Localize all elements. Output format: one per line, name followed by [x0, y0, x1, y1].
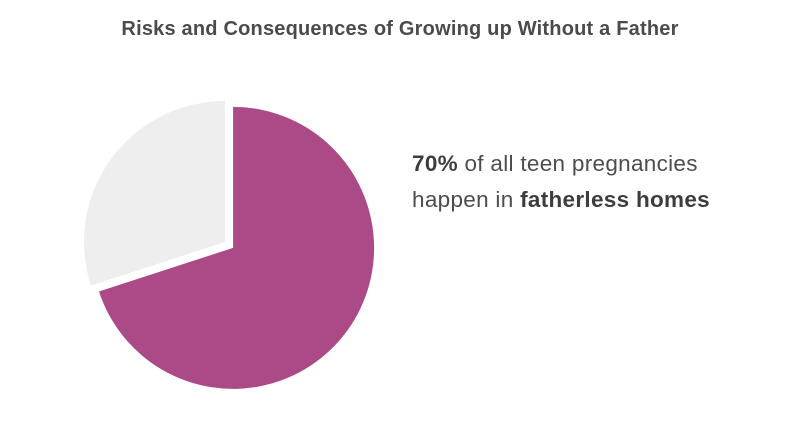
callout-line-2: happen in fatherless homes	[412, 182, 710, 218]
callout-text-1: of all teen pregnancies	[457, 151, 698, 176]
pie-slice-2	[83, 100, 225, 286]
pie-slice-1	[98, 106, 375, 389]
stat-callout: 70% of all teen pregnancies happen in fa…	[412, 146, 710, 218]
callout-text-2: happen in	[412, 187, 521, 212]
callout-emphasis: fatherless homes	[520, 187, 710, 212]
callout-line-1: 70% of all teen pregnancies	[412, 146, 710, 182]
chart-title: Risks and Consequences of Growing up Wit…	[121, 18, 679, 40]
stat-percentage: 70%	[412, 151, 458, 176]
